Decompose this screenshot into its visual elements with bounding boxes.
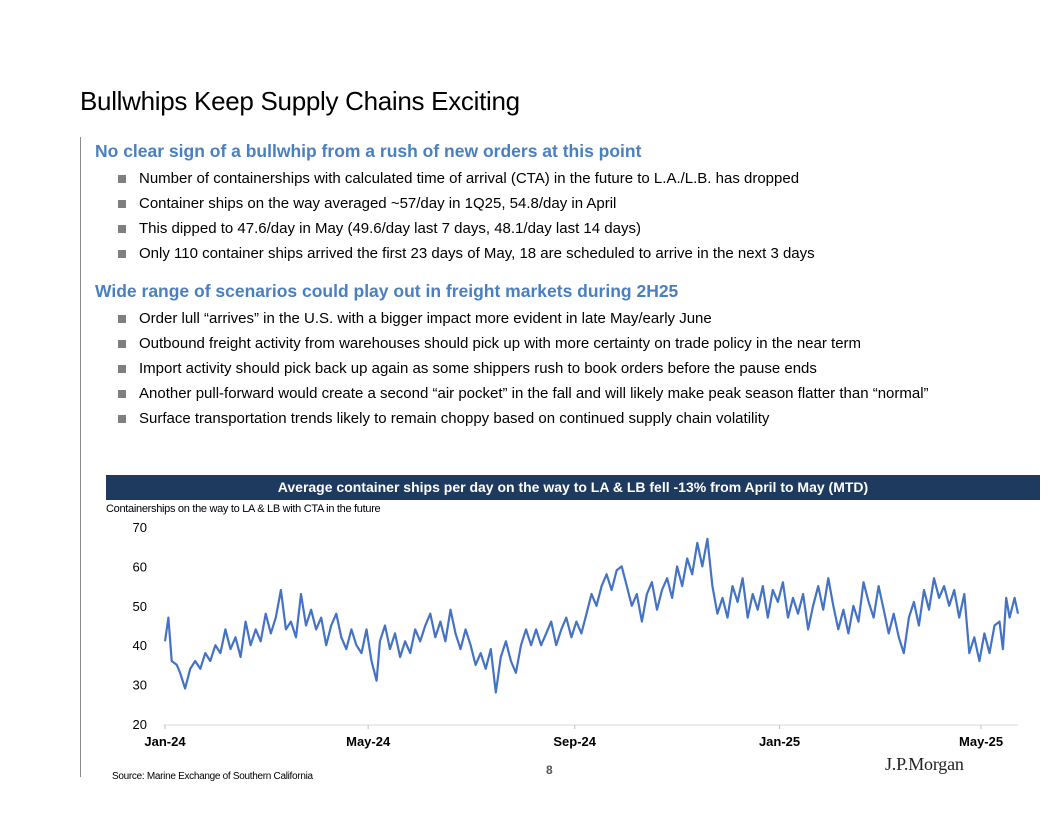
y-tick-label: 30 <box>133 678 147 693</box>
bullet-list: Number of containerships with calculated… <box>95 166 1035 266</box>
section-heading: Wide range of scenarios could play out i… <box>95 281 679 301</box>
x-tick-label: Jan-24 <box>144 734 186 749</box>
series-line <box>163 537 1020 694</box>
bullet-text: Only 110 container ships arrived the fir… <box>139 245 815 262</box>
chart-title-banner: Average container ships per day on the w… <box>106 475 1040 500</box>
line-chart: 20 30 40 50 60 70 Jan-24 May-24 Sep-24 Jan-25 May-… <box>133 520 1020 749</box>
x-tick-label: May-24 <box>346 734 391 749</box>
y-tick-label: 60 <box>133 559 147 574</box>
x-tick-label: Sep-24 <box>553 734 596 749</box>
list-item: Surface transportation trends likely to … <box>95 406 1035 431</box>
left-divider <box>80 137 81 777</box>
square-bullet-icon <box>118 250 126 258</box>
square-bullet-icon <box>118 225 126 233</box>
square-bullet-icon <box>118 200 126 208</box>
bullet-text: Container ships on the way averaged ~57/… <box>139 195 617 212</box>
source-note: Source: Marine Exchange of Southern Cali… <box>112 771 313 782</box>
list-item: Container ships on the way averaged ~57/… <box>95 191 1035 216</box>
jpmorgan-logo: J.P.Morgan <box>885 754 964 774</box>
square-bullet-icon <box>118 315 126 323</box>
list-item: Order lull “arrives” in the U.S. with a … <box>95 306 1035 331</box>
chart-subtitle: Containerships on the way to LA & LB wit… <box>106 503 381 515</box>
square-bullet-icon <box>118 415 126 423</box>
bullet-text: Order lull “arrives” in the U.S. with a … <box>139 310 712 327</box>
y-tick-label: 40 <box>133 638 147 653</box>
list-item: This dipped to 47.6/day in May (49.6/day… <box>95 216 1035 241</box>
list-item: Another pull-forward would create a seco… <box>95 381 1035 406</box>
bullet-text: Surface transportation trends likely to … <box>139 410 770 427</box>
list-item: Number of containerships with calculated… <box>95 166 1035 191</box>
page-number: 8 <box>546 763 553 777</box>
page-title: Bullwhips Keep Supply Chains Exciting <box>80 86 520 116</box>
y-tick-label: 20 <box>133 717 147 732</box>
y-tick-label: 50 <box>133 599 147 614</box>
bullet-text: This dipped to 47.6/day in May (49.6/day… <box>139 220 641 237</box>
list-item: Outbound freight activity from warehouse… <box>95 331 1035 356</box>
list-item: Import activity should pick back up agai… <box>95 356 1035 381</box>
section-bullwhip: No clear sign of a bullwhip from a rush … <box>95 141 1035 266</box>
bullet-text: Outbound freight activity from warehouse… <box>139 335 862 352</box>
square-bullet-icon <box>118 175 126 183</box>
section-scenarios: Wide range of scenarios could play out i… <box>95 281 1035 431</box>
bullet-text: Number of containerships with calculated… <box>139 170 800 187</box>
square-bullet-icon <box>118 340 126 348</box>
y-tick-label: 70 <box>133 520 147 535</box>
bullet-text: Import activity should pick back up agai… <box>139 360 817 377</box>
list-item: Only 110 container ships arrived the fir… <box>95 241 1035 266</box>
bullet-list: Order lull “arrives” in the U.S. with a … <box>95 306 1035 431</box>
section-heading: No clear sign of a bullwhip from a rush … <box>95 141 642 161</box>
square-bullet-icon <box>118 365 126 373</box>
square-bullet-icon <box>118 390 126 398</box>
bullet-text: Another pull-forward would create a seco… <box>139 385 929 402</box>
x-tick-label: May-25 <box>959 734 1003 749</box>
x-tick-label: Jan-25 <box>759 734 800 749</box>
